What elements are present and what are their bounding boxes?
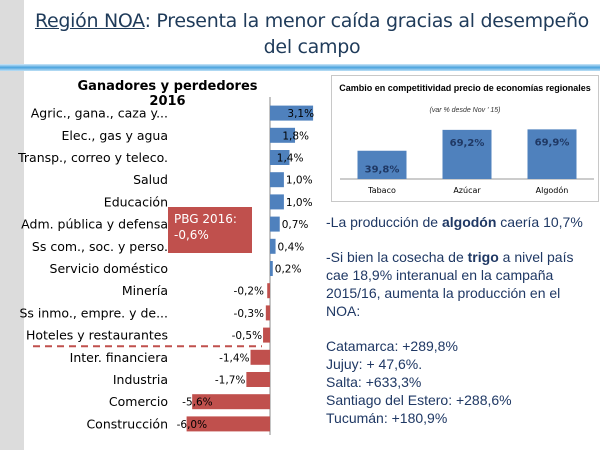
title-highlight: Región NOA bbox=[34, 10, 145, 32]
category-label: Hoteles y restaurantes bbox=[26, 328, 168, 343]
bar-0 bbox=[270, 105, 314, 121]
data-label: -6,0% bbox=[177, 419, 207, 431]
data-label: 1,8% bbox=[282, 130, 309, 142]
category-label: Inter. financiera bbox=[70, 350, 168, 365]
title-divider bbox=[0, 64, 600, 71]
province-item: Tucumán: +180,9% bbox=[326, 410, 448, 426]
bar-2 bbox=[527, 129, 577, 179]
data-label: -1,4% bbox=[219, 352, 249, 364]
pbg-callout: PBG 2016: -0,6% bbox=[168, 207, 252, 253]
category-label: Industria bbox=[113, 372, 168, 387]
category-label: Ss inmo., empre. y de... bbox=[19, 305, 168, 320]
data-label: 0,2% bbox=[275, 264, 302, 276]
category-label: Agric., gana., caza y... bbox=[31, 106, 168, 121]
category-label: Minería bbox=[122, 283, 168, 298]
data-label: 1,0% bbox=[286, 175, 313, 187]
data-label: 1,0% bbox=[286, 197, 313, 209]
category-label: Ss com., soc. y perso. bbox=[32, 239, 168, 254]
competitiveness-plot: 39,8% Tabaco 69,2% Azúcar 69,9% Algodón bbox=[340, 129, 594, 195]
bar-6 bbox=[270, 238, 276, 254]
data-label: -0,2% bbox=[234, 286, 264, 298]
bar-8 bbox=[267, 283, 270, 299]
data-label: 3,1% bbox=[287, 108, 314, 120]
data-label: -0,5% bbox=[232, 330, 262, 342]
bar-4 bbox=[270, 194, 284, 210]
province-list: Catamarca: +289,8% Jujuy: + 47,6%. Salta… bbox=[326, 337, 598, 427]
data-label: -0,3% bbox=[234, 308, 264, 320]
data-label: 39,8% bbox=[365, 165, 400, 176]
note-algodon: -La producción de algodón caería 10,7% bbox=[326, 214, 583, 230]
bar-13 bbox=[192, 394, 270, 410]
category-label: Azúcar bbox=[453, 186, 481, 195]
bar-10 bbox=[263, 327, 270, 343]
data-label: -1,7% bbox=[215, 375, 245, 387]
category-label: Comercio bbox=[109, 394, 168, 409]
province-item: Catamarca: +289,8% bbox=[326, 338, 458, 354]
data-label: 1,4% bbox=[277, 153, 304, 165]
category-label: Adm. pública y defensa bbox=[21, 217, 168, 232]
bar-3 bbox=[270, 172, 284, 188]
right-chart-subtitle: (var % desde Nov ' 15) bbox=[429, 107, 501, 114]
data-label: 69,2% bbox=[450, 138, 485, 149]
data-label: 0,4% bbox=[278, 241, 305, 253]
category-label: Servicio doméstico bbox=[50, 261, 168, 276]
data-label: -5,6% bbox=[182, 397, 212, 409]
bar-14 bbox=[186, 416, 270, 432]
category-label: Salud bbox=[133, 172, 168, 187]
bar-1 bbox=[442, 129, 492, 179]
category-label: Tabaco bbox=[367, 186, 396, 195]
category-label: Elec., gas y agua bbox=[62, 128, 168, 143]
note-trigo: -Si bien la cosecha de trigo a nivel paí… bbox=[326, 249, 574, 319]
province-item: Jujuy: + 47,6%. bbox=[326, 356, 423, 372]
bar-12 bbox=[246, 372, 270, 387]
category-label: Educación bbox=[104, 194, 168, 209]
left-gray-strip bbox=[0, 0, 24, 450]
bar-7 bbox=[270, 261, 273, 276]
province-item: Salta: +633,3% bbox=[326, 374, 422, 390]
bar-0 bbox=[357, 150, 407, 179]
province-item: Santiago del Estero: +288,6% bbox=[326, 392, 512, 408]
pbg-value: -0,6% bbox=[174, 228, 209, 242]
bar-1 bbox=[270, 127, 296, 143]
bar-11 bbox=[250, 349, 270, 365]
title-rest: : Presenta la menor caída gracias al des… bbox=[144, 10, 590, 58]
bar-2 bbox=[270, 150, 290, 165]
winners-losers-chart: Agric., gana., caza y... 3,1% Elec., gas y… bbox=[17, 97, 314, 435]
data-label: 69,9% bbox=[535, 137, 570, 148]
bar-9 bbox=[265, 305, 270, 321]
slide-title: Región NOA: Presenta la menor caída grac… bbox=[24, 8, 600, 60]
notes-text: -La producción de algodón caería 10,7% -… bbox=[326, 213, 598, 427]
pbg-label: PBG 2016: bbox=[174, 212, 237, 226]
left-chart-title: Ganadores y perdedores 2016 bbox=[77, 79, 258, 109]
competitiveness-chart: Cambio en competitividad precio de econo… bbox=[331, 75, 599, 202]
data-label: 0,7% bbox=[282, 219, 309, 231]
category-label: Construcción bbox=[86, 416, 168, 431]
category-label: Algodón bbox=[536, 185, 569, 195]
category-label: Transp., correo y teleco. bbox=[17, 150, 168, 165]
bar-5 bbox=[270, 216, 280, 232]
right-chart-title: Cambio en competitividad precio de econo… bbox=[339, 83, 591, 93]
